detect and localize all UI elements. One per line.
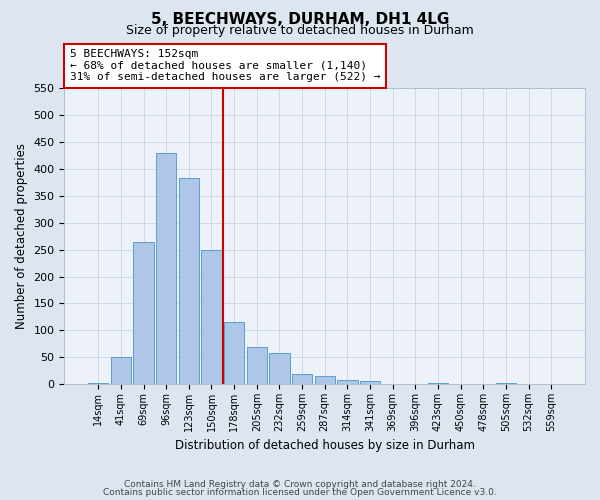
Y-axis label: Number of detached properties: Number of detached properties xyxy=(15,144,28,330)
Bar xyxy=(269,353,290,384)
Text: Size of property relative to detached houses in Durham: Size of property relative to detached ho… xyxy=(126,24,474,37)
Bar xyxy=(111,358,131,384)
Text: Contains public sector information licensed under the Open Government Licence v3: Contains public sector information licen… xyxy=(103,488,497,497)
Bar xyxy=(133,242,154,384)
Bar xyxy=(156,153,176,384)
Bar xyxy=(292,374,312,384)
Text: Contains HM Land Registry data © Crown copyright and database right 2024.: Contains HM Land Registry data © Crown c… xyxy=(124,480,476,489)
Bar xyxy=(247,346,267,384)
Bar xyxy=(224,322,244,384)
Text: 5, BEECHWAYS, DURHAM, DH1 4LG: 5, BEECHWAYS, DURHAM, DH1 4LG xyxy=(151,12,449,28)
Bar xyxy=(88,382,109,384)
Bar xyxy=(314,376,335,384)
Bar xyxy=(337,380,358,384)
Bar xyxy=(496,382,516,384)
Text: 5 BEECHWAYS: 152sqm
← 68% of detached houses are smaller (1,140)
31% of semi-det: 5 BEECHWAYS: 152sqm ← 68% of detached ho… xyxy=(70,50,380,82)
Bar xyxy=(428,382,448,384)
Bar xyxy=(360,382,380,384)
Bar xyxy=(179,178,199,384)
X-axis label: Distribution of detached houses by size in Durham: Distribution of detached houses by size … xyxy=(175,440,475,452)
Bar xyxy=(201,250,221,384)
